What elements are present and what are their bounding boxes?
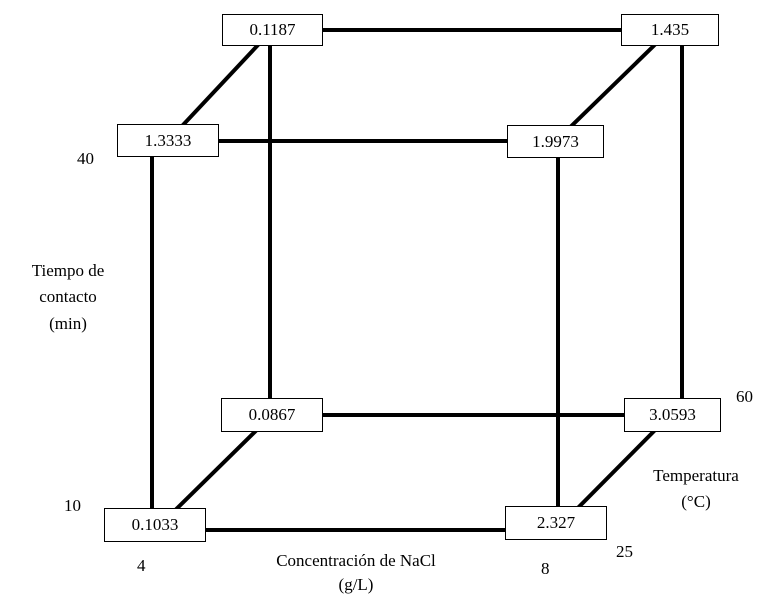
concentration-low-label: 4 — [137, 556, 146, 575]
node-front-bottom-right: 2.327 — [505, 506, 607, 540]
concentration-axis-title-line1: Concentración de NaCl — [276, 551, 436, 570]
temperature-axis-title-line1: Temperatura — [653, 466, 739, 485]
concentration-axis-title: Concentración de NaCl (g/L) — [236, 551, 476, 596]
temperature-axis-title-line2: (°C) — [681, 492, 711, 512]
node-back-top-left: 0.1187 — [222, 14, 323, 46]
time-axis-title-line1: Tiempo de — [31, 261, 105, 280]
time-high-label: 40 — [77, 149, 94, 168]
time-axis-title: Tiempo de contacto (min) — [6, 261, 130, 334]
node-front-bottom-left: 0.1033 — [104, 508, 206, 542]
node-back-bottom-left: 0.0867 — [221, 398, 323, 432]
node-front-top-right: 1.9973 — [507, 125, 604, 158]
concentration-high-label: 8 — [541, 559, 550, 578]
node-front-top-left: 1.3333 — [117, 124, 219, 157]
concentration-axis-title-line2: (g/L) — [338, 575, 374, 595]
temperature-high-label: 60 — [736, 387, 753, 406]
temperature-low-label: 25 — [616, 542, 633, 561]
edge-top-left-depth — [166, 28, 274, 143]
node-back-bottom-right: 3.0593 — [624, 398, 721, 432]
edge-top-right-depth — [554, 28, 672, 143]
time-axis-title-line3: (min) — [49, 313, 87, 333]
node-back-top-right: 1.435 — [621, 14, 719, 46]
time-axis-title-line2: contacto — [39, 287, 97, 307]
time-low-label: 10 — [64, 496, 81, 515]
temperature-axis-title: Temperatura (°C) — [636, 466, 756, 513]
